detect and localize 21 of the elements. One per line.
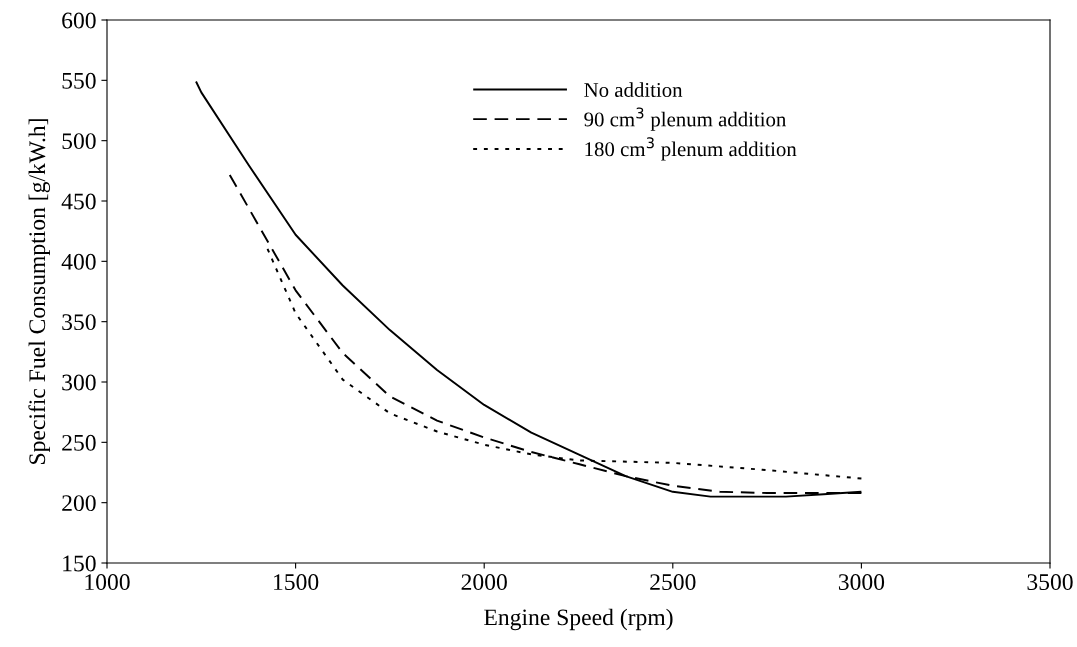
x-tick-label: 2500 — [650, 574, 696, 591]
legend-label: No addition — [584, 82, 683, 97]
y-axis-title: Specific Fuel Consumption [g/kW.h] — [28, 119, 51, 464]
x-axis-title: Engine Speed (rpm) — [484, 608, 673, 631]
x-tick-label: 3500 — [1027, 574, 1073, 591]
y-tick-label: 500 — [62, 133, 96, 150]
legend-label: 90 cm$^{3}$ plenum addition — [584, 107, 787, 131]
x-tick-label: 1000 — [85, 574, 130, 591]
y-tick-label: 450 — [61, 193, 96, 210]
y-tick-label: 550 — [62, 72, 96, 89]
y-tick-label: 200 — [62, 495, 96, 512]
y-tick-label: 350 — [62, 314, 96, 331]
y-tick-label: 400 — [61, 253, 96, 270]
y-tick-label: 150 — [63, 555, 96, 572]
x-tick-label: 1500 — [274, 574, 319, 591]
y-tick-label: 250 — [62, 434, 96, 451]
y-tick-label: 300 — [62, 374, 96, 391]
x-tick-label: 3000 — [838, 574, 885, 591]
legend-label: 180 cm$^{3}$ plenum addition — [585, 137, 797, 161]
x-tick-label: 2000 — [461, 574, 507, 591]
y-tick-label: 600 — [62, 12, 96, 29]
